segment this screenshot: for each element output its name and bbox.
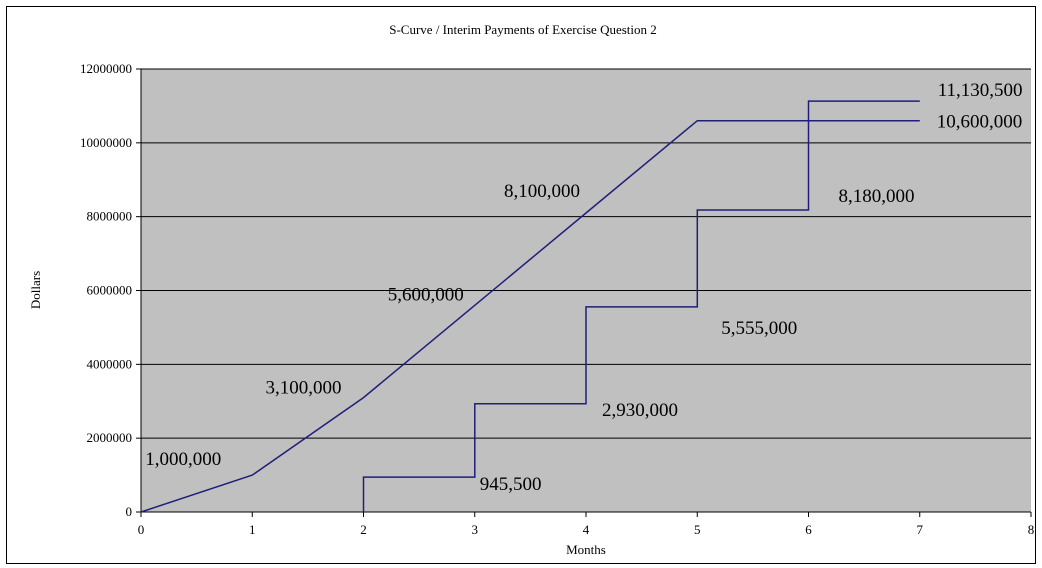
data-label: 5,600,000 — [388, 284, 464, 305]
series-line-1 — [140, 119, 920, 513]
y-axis-title: Dollars — [28, 271, 43, 309]
x-tick-label: 4 — [583, 522, 590, 537]
series-line-2 — [362, 100, 920, 512]
x-tick-label: 8 — [1028, 522, 1035, 537]
x-tick-label: 2 — [360, 522, 367, 537]
data-label: 11,130,500 — [938, 80, 1023, 101]
y-tick-label: 0 — [126, 504, 133, 519]
data-label: 3,100,000 — [266, 378, 342, 399]
data-label: 5,555,000 — [721, 318, 797, 339]
data-label: 945,500 — [480, 474, 542, 495]
y-tick-label: 10000000 — [80, 135, 132, 150]
series-lines — [140, 100, 920, 513]
x-tick-label: 1 — [249, 522, 256, 537]
data-label: 1,000,000 — [145, 449, 221, 470]
y-tick-label: 4000000 — [87, 356, 133, 371]
y-tick-label: 8000000 — [87, 209, 133, 224]
x-tick-label: 3 — [472, 522, 479, 537]
data-label: 8,180,000 — [839, 186, 915, 207]
data-label: 10,600,000 — [937, 112, 1023, 133]
data-label: 2,930,000 — [602, 400, 678, 421]
x-axis-ticks: 0 1 2 3 4 5 6 7 8 — [138, 512, 1035, 537]
x-tick-label: 0 — [138, 522, 145, 537]
x-tick-label: 7 — [917, 522, 924, 537]
y-tick-label: 12000000 — [80, 61, 132, 76]
y-axis-ticks: 0 2000000 4000000 6000000 8000000 10000000 120… — [80, 61, 141, 519]
x-tick-label: 6 — [805, 522, 812, 537]
y-tick-label: 6000000 — [87, 283, 133, 298]
chart-title: S-Curve / Interim Payments of Exercise Q… — [389, 22, 657, 37]
data-label: 8,100,000 — [504, 181, 580, 202]
x-tick-label: 5 — [694, 522, 701, 537]
data-labels: 1,000,000 3,100,000 5,600,000 8,100,000 10,6… — [145, 80, 1022, 495]
x-axis-title: Months — [566, 542, 606, 557]
y-tick-label: 2000000 — [87, 430, 133, 445]
